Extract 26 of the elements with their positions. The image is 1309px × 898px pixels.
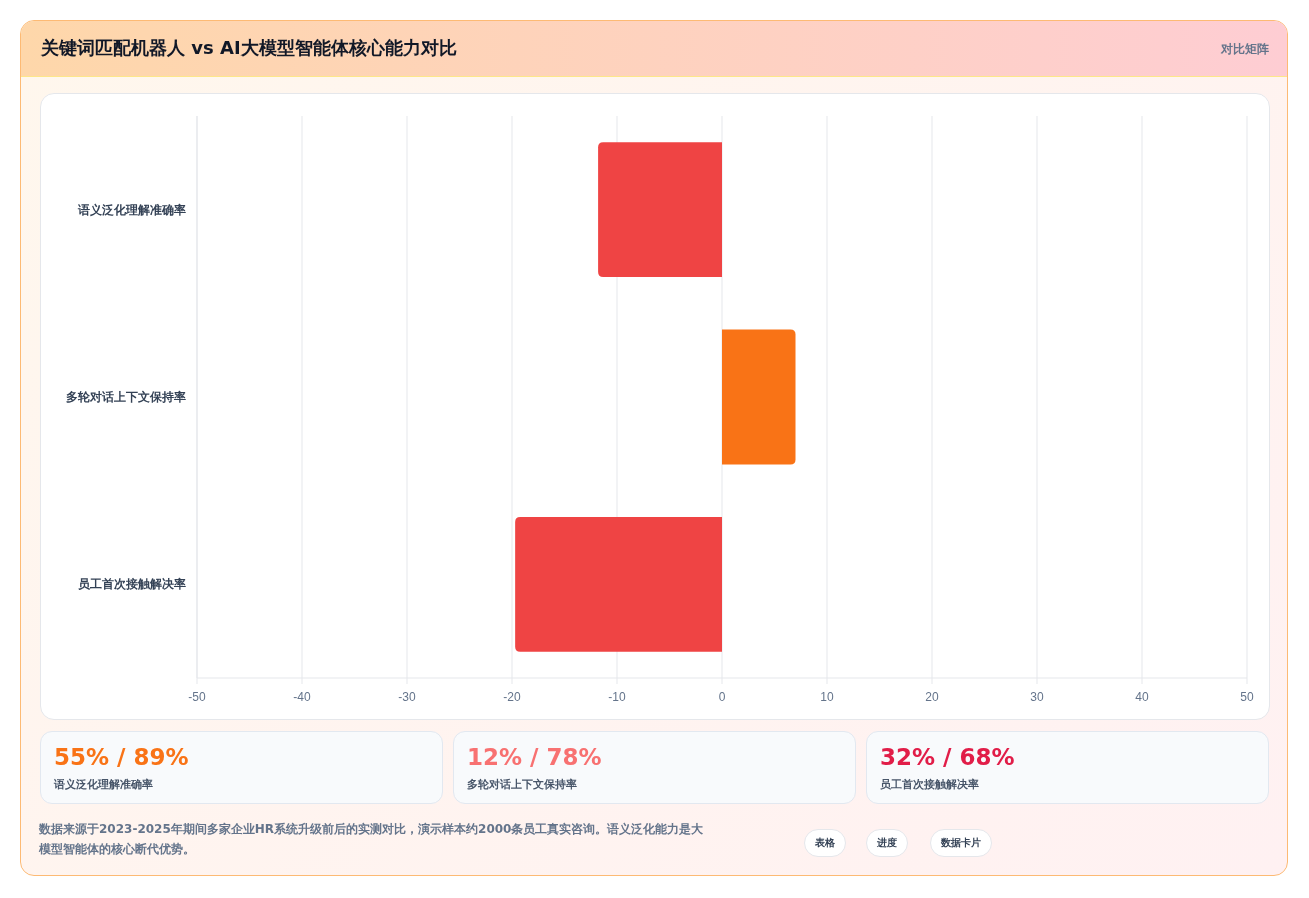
x-tick-label: 10 [820,690,834,704]
x-tick-label: -40 [293,690,311,704]
x-tick-label: 0 [718,690,726,704]
text: 12% / 78% [467,744,602,770]
text: 数据卡片 [930,829,992,857]
chart-title: 关键词匹配机器人 vs AI大模型智能体核心能力对比 [41,36,457,60]
y-tick-label: 员工首次接触解决率 [78,577,186,592]
text: 多轮对话上下文保持率 [467,777,577,792]
text: 对比矩阵 [1221,41,1269,58]
text: 语义泛化理解准确率 [54,777,153,792]
x-tick-label: 40 [1135,690,1149,704]
x-tick-label: 30 [1030,690,1044,704]
x-tick-label: -50 [188,690,206,704]
text: 进度 [866,829,908,857]
text: 55% / 89% [54,744,189,770]
x-tick-label: -20 [503,690,521,704]
x-tick-label: 20 [925,690,939,704]
y-tick-label: 语义泛化理解准确率 [77,202,186,217]
text: 数据来源于2023-2025年期间多家企业HR系统升级前后的实测对比，演示样本约2000条员工真实咨询。语义泛化能力是大模型智能体的核心断代优势。 [39,821,705,858]
x-tick-label: -30 [398,690,416,704]
text: 员工首次接触解决率 [880,777,979,792]
text: 表格 [804,829,846,857]
x-tick-label: 50 [1240,690,1254,704]
x-tick-label: -10 [608,690,626,704]
text: 32% / 68% [880,744,1015,770]
y-tick-label: 多轮对话上下文保持率 [66,390,186,404]
